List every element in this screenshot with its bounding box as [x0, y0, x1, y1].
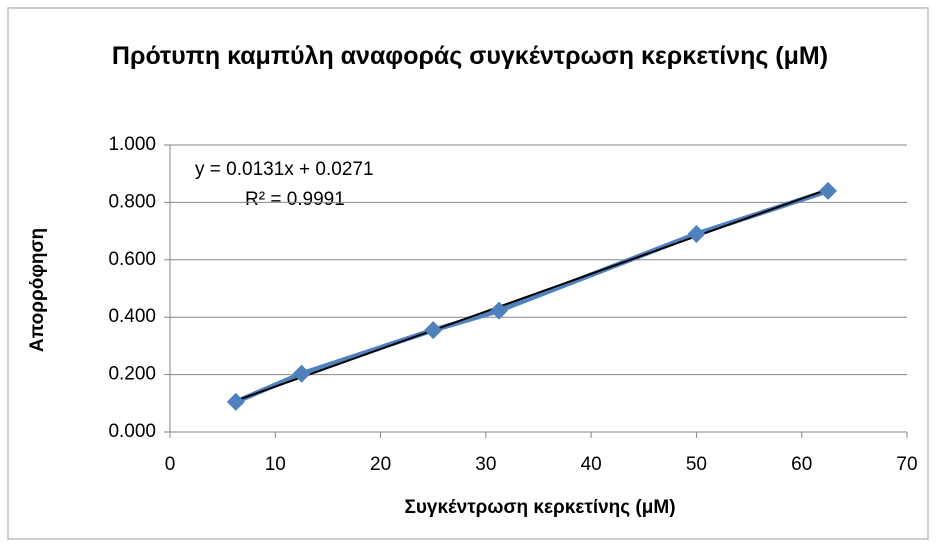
- series-line: [234, 188, 829, 405]
- x-tick-label: 60: [791, 454, 812, 475]
- equation: y = 0.0131x + 0.0271: [195, 159, 374, 180]
- chart-title: Πρότυπη καμπύλη αναφοράς συγκέντρωση κερ…: [111, 42, 829, 70]
- trendline: [235, 188, 829, 402]
- y-tick-label: 1.000: [108, 134, 156, 155]
- x-tick-label: 40: [581, 454, 602, 475]
- y-tick-label: 0.200: [108, 364, 156, 385]
- y-axis-label: Απορρόφηση: [27, 228, 48, 352]
- data-point: [819, 181, 838, 200]
- r-squared: R² = 0.9991: [245, 189, 345, 210]
- x-tick-label: 20: [370, 454, 391, 475]
- x-tick-label: 50: [686, 454, 707, 475]
- data-point: [687, 224, 706, 243]
- x-axis-label: Συγκέντρωση κερκετίνης (μM): [404, 497, 675, 518]
- chart-border: [7, 7, 929, 540]
- x-tick-label: 10: [265, 454, 286, 475]
- y-tick-label: 0.000: [108, 421, 156, 442]
- x-tick-label: 70: [896, 454, 917, 475]
- x-tick-label: 0: [165, 454, 176, 475]
- data-point: [226, 392, 245, 411]
- data-point: [292, 364, 311, 383]
- y-tick-label: 0.400: [108, 306, 156, 327]
- y-tick-label: 0.800: [108, 191, 156, 212]
- x-tick-label: 30: [475, 454, 496, 475]
- data-point: [490, 301, 509, 320]
- data-point: [424, 321, 443, 340]
- y-tick-label: 0.600: [108, 249, 156, 270]
